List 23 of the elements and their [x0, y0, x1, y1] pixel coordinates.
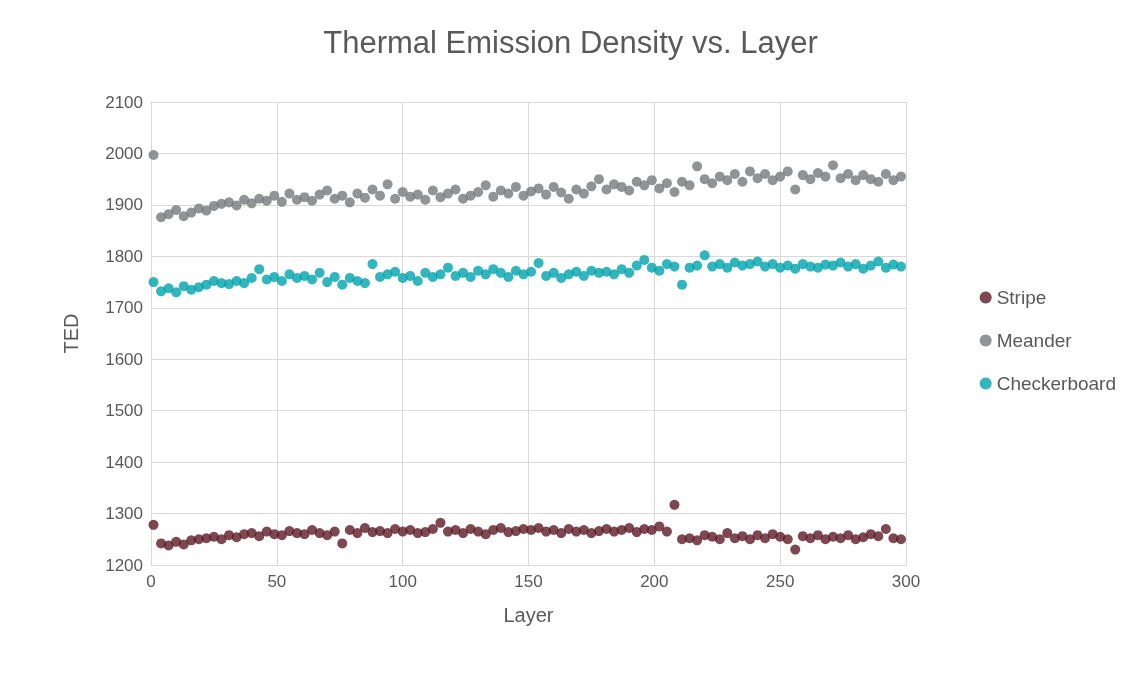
- y-tick-label: 1900: [105, 195, 143, 215]
- y-tick-label: 1600: [105, 349, 143, 369]
- x-tick-label: 100: [388, 572, 417, 591]
- legend-label: Checkerboard: [996, 373, 1116, 394]
- legend-label: Meander: [996, 330, 1073, 351]
- x-tick-label: 250: [765, 572, 795, 591]
- x-tick-label: 150: [514, 572, 543, 591]
- legend-label: Stripe: [996, 287, 1047, 308]
- x-tick-label: 200: [640, 572, 669, 591]
- x-tick-label: 0: [146, 572, 156, 591]
- x-tick-label: 50: [267, 572, 287, 591]
- y-tick-label: 2000: [105, 143, 143, 163]
- y-tick-label: 1700: [105, 298, 143, 318]
- y-tick-label: 1300: [105, 504, 143, 524]
- x-tick-label: 300: [891, 572, 921, 591]
- y-tick-label: 1500: [105, 401, 143, 421]
- y-tick-label: 1200: [105, 555, 143, 575]
- y-tick-label: 2100: [105, 92, 143, 112]
- chart-title: Thermal Emission Density vs. Layer: [323, 25, 818, 60]
- y-tick-label: 1800: [105, 246, 143, 266]
- y-tick-label: 1400: [105, 452, 143, 472]
- y-axis-title: TED: [60, 313, 82, 354]
- x-axis-title: Layer: [503, 604, 554, 626]
